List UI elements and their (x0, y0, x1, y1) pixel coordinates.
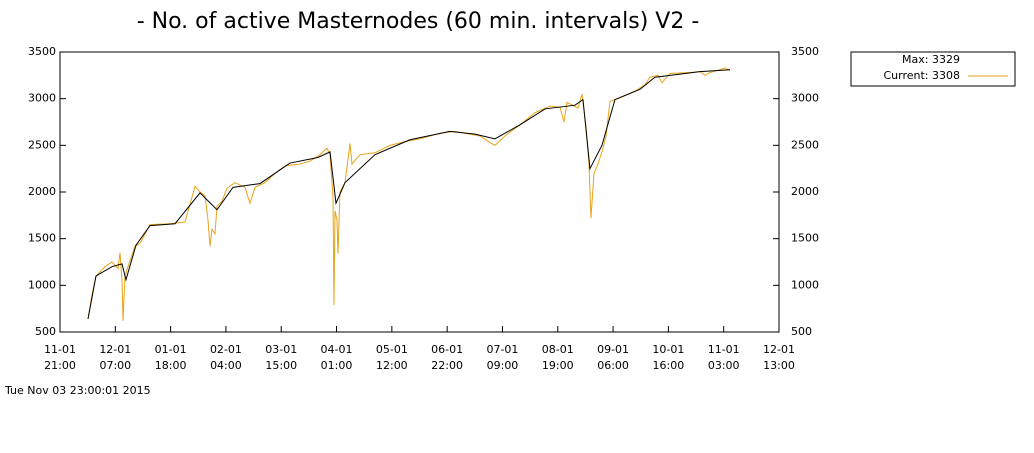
x-tick-label: 22:00 (431, 359, 463, 372)
x-tick-label: 21:00 (44, 359, 76, 372)
x-tick-label: 15:00 (265, 359, 297, 372)
x-tick-label: 13:00 (763, 359, 795, 372)
x-tick-label: 06:00 (597, 359, 629, 372)
y2-tick-label: 1500 (791, 232, 819, 245)
x-tick-label: 01:00 (321, 359, 353, 372)
data-line (87, 69, 731, 320)
y-tick-label: 1000 (28, 278, 56, 291)
x-tick-label: 19:00 (542, 359, 574, 372)
chart-title: - No. of active Masternodes (60 min. int… (137, 9, 700, 34)
x-tick-label: 04-01 (321, 343, 353, 356)
y2-tick-label: 3500 (791, 45, 819, 58)
x-tick-label: 06-01 (431, 343, 463, 356)
legend-note: Max: 3329 (902, 53, 960, 66)
x-tick-label: 08-01 (542, 343, 574, 356)
plot-frame (59, 51, 780, 333)
x-tick-label: 12:00 (376, 359, 408, 372)
legend-box (850, 51, 1016, 87)
y2-tick-label: 1000 (791, 278, 819, 291)
x-tick-label: 07:00 (99, 359, 131, 372)
y-tick-label: 3000 (28, 92, 56, 105)
y-tick-label: 2500 (28, 138, 56, 151)
y2-tick-label: 2500 (791, 138, 819, 151)
x-tick-label: 05-01 (376, 343, 408, 356)
x-tick-label: 01-01 (155, 343, 187, 356)
x-tick-label: 02-01 (210, 343, 242, 356)
legend-label: Current: 3308 (883, 69, 960, 82)
y2-tick-label: 2000 (791, 185, 819, 198)
x-tick-label: 12-01 (99, 343, 131, 356)
timestamp: Tue Nov 03 23:00:01 2015 (4, 384, 151, 397)
y-tick-label: 500 (35, 325, 56, 338)
x-tick-label: 12-01 (763, 343, 795, 356)
x-tick-label: 11-01 (708, 343, 740, 356)
x-tick-label: 11-01 (44, 343, 76, 356)
x-tick-label: 09:00 (487, 359, 519, 372)
y-tick-label: 2000 (28, 185, 56, 198)
y-tick-label: 3500 (28, 45, 56, 58)
data-line (87, 67, 731, 321)
x-tick-label: 04:00 (210, 359, 242, 372)
y2-tick-label: 500 (791, 325, 812, 338)
x-tick-label: 03-01 (265, 343, 297, 356)
x-tick-label: 03:00 (708, 359, 740, 372)
x-tick-label: 07-01 (486, 343, 518, 356)
x-tick-label: 18:00 (155, 359, 187, 372)
x-tick-label: 10-01 (652, 343, 684, 356)
y2-tick-label: 3000 (791, 92, 819, 105)
y-tick-label: 1500 (28, 232, 56, 245)
x-tick-label: 09-01 (597, 343, 629, 356)
x-tick-label: 16:00 (653, 359, 685, 372)
